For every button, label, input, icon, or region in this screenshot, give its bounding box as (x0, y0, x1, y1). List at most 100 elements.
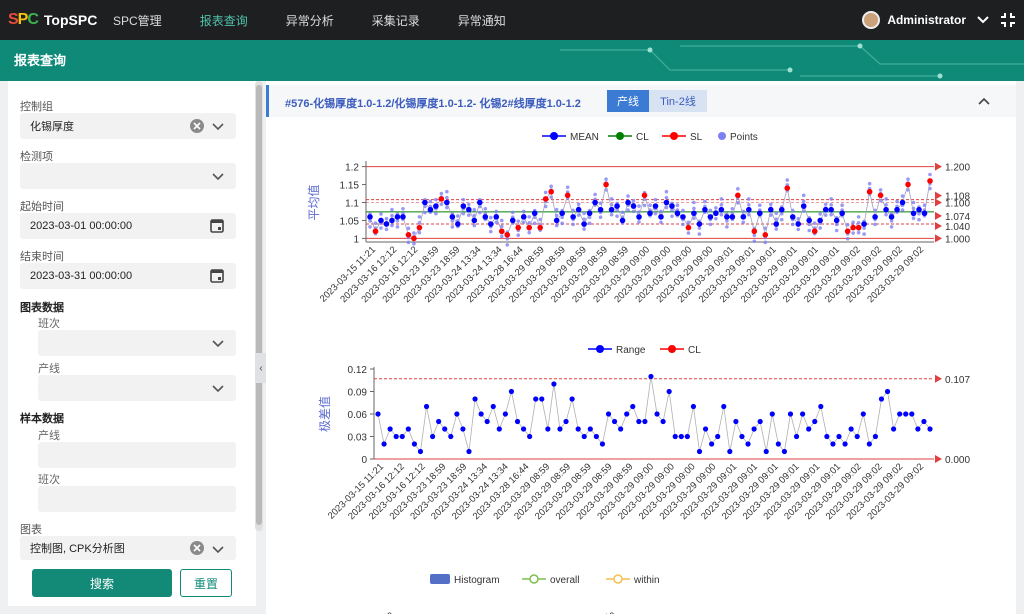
sample-point (829, 212, 833, 217)
sample-point (631, 209, 636, 214)
mean-point (367, 214, 373, 220)
collapse-sidebar-button[interactable]: ‹ (256, 353, 266, 383)
range-point (642, 418, 648, 425)
xbar-chart[interactable]: MEAN CL SL Points 1 1.05 1.1 1.15 1.2 平均值 1.200 1.1… (266, 121, 1016, 371)
shift-select[interactable] (38, 330, 236, 356)
sample-point (390, 223, 394, 228)
line-select[interactable] (38, 375, 236, 401)
range-point (605, 411, 612, 417)
sample-point (609, 212, 614, 217)
calendar-icon[interactable] (210, 268, 224, 283)
sample-point (576, 202, 581, 207)
clear-icon[interactable] (190, 541, 204, 555)
end-time-input[interactable]: 2023-03-31 00:00:00 (20, 263, 236, 289)
sample-point (576, 213, 581, 217)
sample-point (889, 219, 894, 223)
reference-label: 1.074 (945, 212, 970, 223)
legend-label: SL (690, 132, 703, 143)
sample-point (664, 189, 669, 194)
chevron-down-icon (212, 546, 224, 554)
sample-point (467, 213, 471, 217)
range-point (520, 426, 527, 432)
chart-type-label: 图表 (20, 524, 42, 536)
app-logo[interactable]: SPC TopSPC (8, 11, 108, 29)
reference-arrow (935, 198, 942, 207)
search-button[interactable]: 搜索 (32, 569, 172, 597)
sample-point (450, 225, 455, 229)
start-time-input[interactable]: 2023-03-01 00:00:00 (20, 213, 236, 239)
sample-point (884, 197, 888, 201)
range-point (878, 396, 885, 402)
nav-item-2[interactable]: 异常分析 (285, 13, 334, 28)
tab-tin-2[interactable]: Tin-2线 (649, 90, 707, 112)
histogram-chart[interactable]: Histogram overall within -3σ mean +3σ (266, 561, 1016, 614)
mean-point (504, 232, 511, 238)
mean-point (822, 206, 829, 213)
start-time-label: 起始时间 (20, 201, 64, 213)
sample-point (801, 193, 806, 198)
sidebar-scrollbar[interactable] (255, 81, 263, 531)
sample-shift-input[interactable] (38, 486, 236, 512)
mean-point (674, 210, 681, 217)
sample-point (527, 215, 532, 219)
clear-icon[interactable] (190, 119, 204, 133)
control-group-select[interactable]: 化锡厚度 (20, 113, 236, 139)
range-point (448, 433, 454, 440)
range-point (927, 426, 933, 432)
mean-point (724, 214, 730, 220)
test-item-select[interactable] (20, 163, 236, 189)
range-point (842, 441, 848, 447)
sample-point (895, 199, 899, 204)
mean-point (663, 199, 670, 206)
mean-point (603, 181, 609, 188)
range-chart[interactable]: Range CL00.030.060.090.12极差值0.1070.000202… (266, 339, 1016, 559)
mean-point (625, 199, 631, 206)
shift-label: 班次 (38, 318, 60, 330)
sample-point (681, 222, 685, 227)
sample-point (412, 231, 416, 235)
sample-point (736, 187, 740, 191)
reset-button[interactable]: 重置 (180, 569, 232, 597)
mean-point (702, 206, 708, 213)
range-point (496, 426, 502, 432)
chart-type-value: 控制图, CPK分析图 (30, 543, 125, 555)
sample-line-input[interactable] (38, 442, 236, 468)
mean-point (542, 196, 549, 202)
mean-point (636, 214, 642, 220)
legend-marker (613, 574, 623, 584)
mean-point (575, 206, 582, 213)
mean-point (767, 206, 774, 213)
mean-point (526, 224, 533, 231)
histogram-top-label: +3σ (604, 611, 620, 614)
mean-point (855, 224, 862, 231)
range-point (793, 433, 800, 440)
y-tick-label: 1.1 (345, 199, 359, 210)
range-point (800, 411, 806, 417)
sample-point (505, 243, 510, 247)
sample-point (406, 226, 411, 231)
nav-item-4[interactable]: 异常通知 (457, 13, 506, 28)
calendar-icon[interactable] (210, 218, 224, 233)
scrollbar-thumb[interactable] (256, 85, 262, 525)
nav-item-0[interactable]: SPC管理 (113, 13, 162, 28)
range-point (411, 441, 417, 447)
mean-point (460, 203, 467, 209)
range-point (514, 418, 521, 425)
chevron-down-icon[interactable] (976, 13, 990, 27)
nav-item-3[interactable]: 采集记录 (371, 13, 420, 28)
chevron-up-icon[interactable] (978, 96, 990, 106)
fullscreen-exit-icon[interactable] (1000, 12, 1016, 28)
user-menu[interactable]: Administrator (862, 0, 966, 40)
tab-line[interactable]: 产线 (607, 90, 649, 112)
sample-point (664, 205, 669, 210)
mean-point (619, 217, 626, 224)
mean-point (548, 188, 554, 195)
mean-point (844, 228, 851, 235)
mean-point (394, 214, 401, 220)
legend-label: MEAN (570, 132, 599, 143)
chart-type-select[interactable]: 控制图, CPK分析图 (20, 536, 236, 560)
mean-point (735, 192, 741, 199)
nav-item-1[interactable]: 报表查询 (199, 13, 248, 28)
panel-header[interactable]: #576-化锡厚度1.0-1.2/化锡厚度1.0-1.2- 化锡2#线厚度1.0… (266, 85, 1016, 117)
sample-point (785, 178, 790, 182)
